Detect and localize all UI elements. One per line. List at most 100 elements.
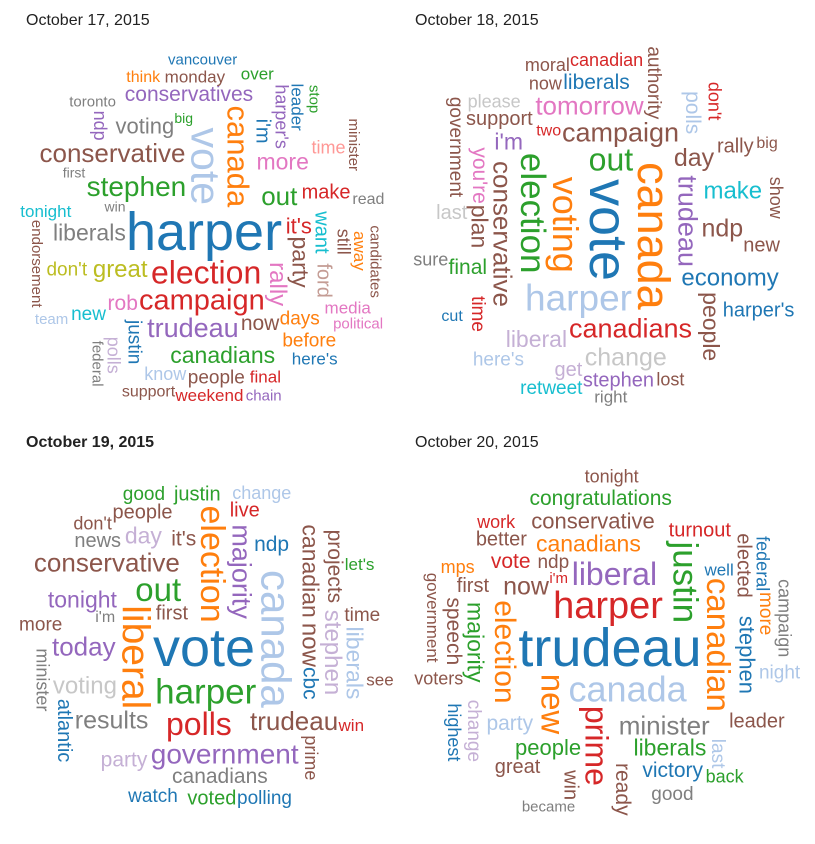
word-canadians: canadians [569, 313, 692, 343]
word-minister: minister [619, 710, 710, 740]
word-candidates: candidates [367, 225, 384, 298]
word-elected: elected [733, 533, 755, 598]
word-majority: majority [463, 602, 489, 683]
word-new: new [535, 674, 572, 735]
word-out: out [135, 571, 181, 608]
word-show: show [766, 177, 786, 220]
word-justin: justin [666, 540, 705, 623]
word-voting: voting [53, 672, 117, 699]
word-change: change [585, 343, 667, 371]
wordcloud-oct19: votecanadaliberalharperelectionoutpollsg… [19, 483, 394, 810]
word-support: support [122, 384, 176, 401]
word-work: work [476, 512, 516, 532]
word-majority: majority [227, 524, 257, 619]
word-today: today [52, 632, 116, 662]
word-prime: prime [578, 706, 614, 786]
word-endorsement: endorsement [28, 220, 45, 308]
word-news: news [74, 530, 121, 552]
word-polls: polls [681, 91, 704, 134]
word-canadian: canadian [700, 578, 737, 712]
wordcloud-panel-oct17: October 17, 2015 harper vote election canad… [4, 12, 404, 422]
word-polls: polls [166, 706, 232, 742]
word-liberal: liberal [572, 556, 657, 592]
word-trudeau: trudeau [518, 618, 701, 678]
word-ndp: ndp [537, 552, 569, 573]
wordcloud-panel-oct19: October 19, 2015 vote canada liberal harper… [4, 434, 404, 844]
word-lets: let's [345, 555, 375, 574]
word-federal: federal [88, 341, 105, 387]
word-heres: here's [292, 350, 338, 369]
panel-title: October 20, 2015 [415, 434, 539, 451]
word-liberals: liberals [633, 734, 706, 760]
word-rally: rally [264, 262, 291, 306]
word-live: live [230, 499, 260, 521]
word-campaign: campaign [562, 118, 679, 148]
word-more: more [755, 592, 776, 635]
word-victory: victory [642, 759, 703, 782]
word-right: right [594, 388, 627, 407]
word-minister: minister [345, 119, 362, 172]
word-prime: prime [301, 735, 321, 780]
word-polling: polling [237, 788, 292, 809]
word-congratulations: congratulations [529, 487, 671, 510]
word-ford: ford [312, 263, 334, 297]
word-conservative: conservative [531, 508, 655, 533]
word-liberals: liberals [341, 627, 367, 700]
word-people: people [698, 292, 724, 361]
word-results: results [75, 707, 149, 735]
word-rally: rally [717, 136, 754, 158]
word-its: it's [171, 528, 196, 551]
word-get: get [554, 359, 582, 381]
word-vote: vote [578, 179, 638, 281]
word-party: party [287, 237, 313, 289]
word-rob: rob [108, 292, 138, 315]
word-tonight: tonight [585, 466, 639, 486]
word-stephen: stephen [319, 610, 346, 695]
word-chain: chain [246, 387, 282, 404]
panel-title: October 17, 2015 [26, 12, 150, 29]
word-night: night [759, 663, 801, 684]
word-win: win [338, 716, 365, 735]
word-im: i'm [95, 609, 115, 626]
word-big: big [174, 110, 193, 126]
word-ready: ready [611, 763, 634, 816]
word-election: election [151, 254, 261, 290]
word-still: still [334, 229, 354, 255]
word-time: time [311, 138, 345, 158]
word-harpers: harper's [271, 84, 291, 148]
word-better: better [476, 529, 527, 551]
word-campaign: campaign [139, 285, 265, 317]
word-trudeau: trudeau [672, 175, 702, 267]
word-election: election [513, 153, 552, 274]
word-day: day [674, 144, 715, 172]
word-justin: justin [173, 484, 221, 506]
word-good: good [123, 484, 165, 505]
word-time: time [467, 296, 488, 332]
word-party: party [101, 748, 148, 771]
word-now: now [529, 73, 563, 93]
word-new: new [743, 235, 780, 257]
word-canadian: canadian [298, 524, 324, 617]
word-leader: leader [288, 84, 307, 132]
word-more: more [19, 615, 62, 636]
word-support: support [466, 108, 533, 130]
word-dont: don't [73, 514, 111, 534]
word-campaign: campaign [774, 579, 794, 657]
word-harper: harper [553, 585, 663, 627]
word-justin: justin [124, 319, 145, 364]
word-became: became [522, 798, 575, 815]
word-watch: watch [127, 786, 178, 807]
word-two: two [536, 123, 561, 140]
word-youre: you're [468, 147, 491, 204]
word-authority: authority [643, 46, 664, 119]
panel-title: October 19, 2015 [26, 434, 155, 451]
word-final: final [449, 256, 488, 279]
word-see: see [366, 671, 393, 690]
word-polls: polls [104, 337, 124, 374]
wordcloud-panel-oct20: October 20, 2015 trudeau harper canada just… [408, 434, 808, 844]
word-cut: cut [441, 308, 463, 325]
word-back: back [706, 767, 745, 787]
word-more: more [256, 149, 308, 175]
